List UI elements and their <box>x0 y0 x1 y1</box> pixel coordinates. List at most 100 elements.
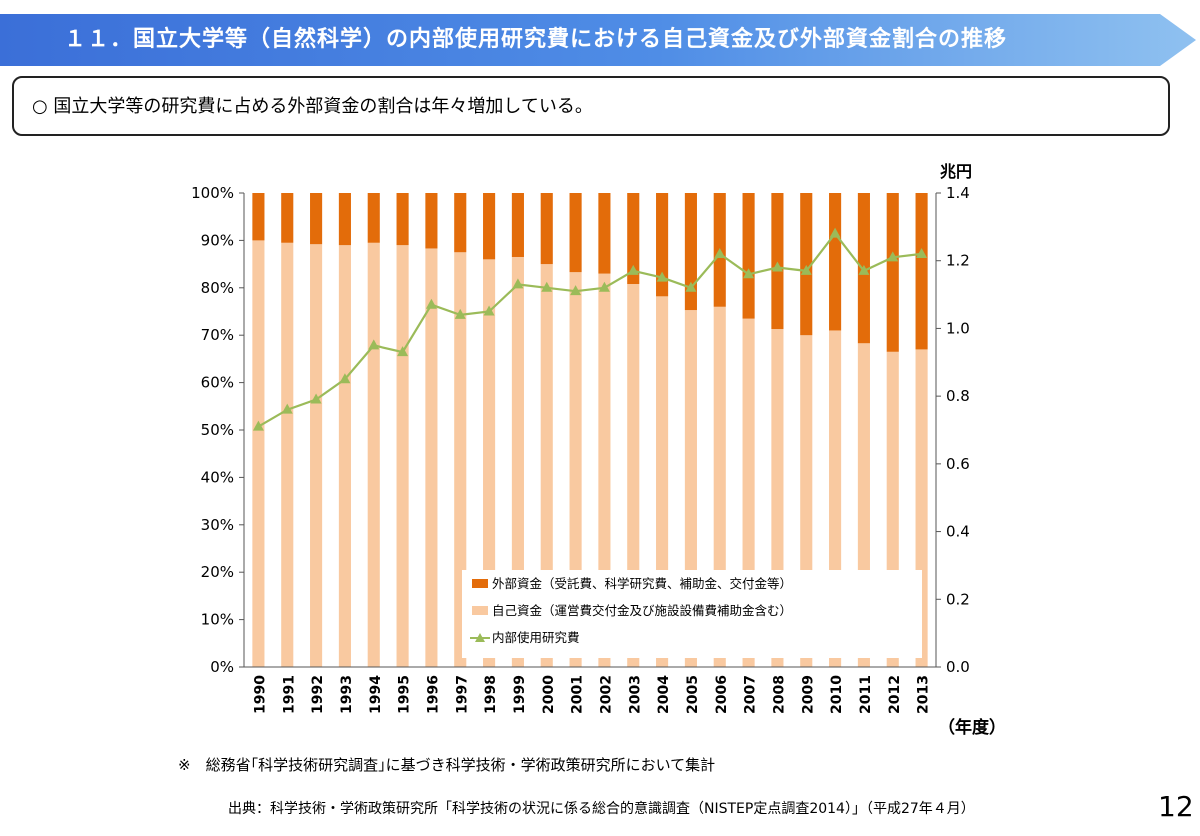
line-point-1993 <box>339 373 351 384</box>
x-tick-label-2002: 2002 <box>598 675 614 714</box>
x-tick-label-2011: 2011 <box>858 675 874 714</box>
line-point-1998 <box>483 305 495 316</box>
line-point-1990 <box>252 420 264 431</box>
line-point-1994 <box>368 339 380 350</box>
x-tick-label-2013: 2013 <box>916 675 932 714</box>
x-tick-label-1998: 1998 <box>483 675 499 714</box>
right-tick-label: 1.0 <box>946 319 970 337</box>
bar-external-2010 <box>829 193 842 331</box>
bar-external-1999 <box>511 193 524 257</box>
bar-internal-1992 <box>310 244 323 667</box>
x-tick-label-2009: 2009 <box>800 675 816 714</box>
x-tick-label-1991: 1991 <box>281 675 297 714</box>
right-tick-label: 0.8 <box>946 387 970 405</box>
left-tick-label: 40% <box>201 468 234 486</box>
left-tick-label: 100% <box>191 184 234 202</box>
x-tick-label-1995: 1995 <box>397 675 413 714</box>
line-point-2003 <box>627 264 639 275</box>
x-tick-label-2007: 2007 <box>743 675 759 714</box>
page-number: 12 <box>1158 790 1194 823</box>
bar-external-2009 <box>800 193 813 336</box>
x-tick-label-1994: 1994 <box>368 675 384 714</box>
line-point-2012 <box>887 251 899 262</box>
line-point-1991 <box>281 403 293 414</box>
x-tick-label-2006: 2006 <box>714 675 730 714</box>
x-tick-label-2003: 2003 <box>627 675 643 714</box>
right-axis-unit-label: 兆円 <box>940 162 972 181</box>
bar-external-1990 <box>252 193 265 241</box>
x-tick-label-1993: 1993 <box>339 675 355 714</box>
line-point-2006 <box>714 247 726 258</box>
line-internal-research-cost <box>257 231 922 428</box>
x-tick-label-1992: 1992 <box>310 675 326 714</box>
x-tick-label-2008: 2008 <box>771 675 787 714</box>
line-point-1992 <box>310 393 322 404</box>
bar-external-1997 <box>454 193 467 253</box>
left-tick-label: 20% <box>201 563 234 581</box>
left-tick-labels: 0% 10% 20% 30% 40% 50% 60% 70% 80% 90% 100% <box>191 184 244 676</box>
x-tick-label-2012: 2012 <box>887 675 903 714</box>
x-tick-label-2005: 2005 <box>685 675 701 714</box>
right-tick-labels: 0.0 0.2 0.4 0.6 0.8 1.0 1.2 1.4 <box>936 184 970 676</box>
legend-swatch-external <box>472 579 488 588</box>
line-point-2008 <box>771 261 783 272</box>
bar-external-1993 <box>338 193 351 246</box>
line-point-2001 <box>570 285 582 296</box>
bar-external-1995 <box>396 193 409 246</box>
bar-internal-1990 <box>252 240 265 667</box>
left-tick-label: 0% <box>210 658 234 676</box>
x-tick-label-1996: 1996 <box>425 675 441 714</box>
legend-box <box>462 570 922 658</box>
page-title: １１．国立大学等（自然科学）の内部使用研究費における自己資金及び外部資金割合の推… <box>64 27 1008 52</box>
bar-internal-2001 <box>569 272 582 667</box>
bar-external-1996 <box>425 193 438 249</box>
x-tick-label-2000: 2000 <box>541 675 557 714</box>
line-point-2004 <box>656 271 668 282</box>
line-layer <box>252 227 928 431</box>
x-tick-label-1990: 1990 <box>252 675 268 714</box>
bar-internal-2002 <box>598 273 611 667</box>
right-tick-label: 1.4 <box>946 184 970 202</box>
line-point-2000 <box>541 281 553 292</box>
bar-external-2004 <box>656 193 669 297</box>
bar-internal-1997 <box>454 252 467 667</box>
line-point-1996 <box>425 298 437 309</box>
legend: 外部資金（受託費、科学研究費、補助金、交付金等） 自己資金（運営費交付金及び施設… <box>462 570 922 658</box>
legend-label-internal: 自己資金（運営費交付金及び施設設備費補助金含む） <box>492 603 792 618</box>
bar-internal-2000 <box>540 264 553 667</box>
summary-box: ○ 国立大学等の研究費に占める外部資金の割合は年々増加している。 <box>12 76 1170 136</box>
banner-arrow-shape <box>0 14 1196 66</box>
bar-internal-1999 <box>511 256 524 667</box>
bar-external-1991 <box>281 193 294 243</box>
research-funding-chart: 0% 10% 20% 30% 40% 50% 60% 70% 80% 90% 100% 0.0 0.2… <box>191 162 1006 738</box>
data-note: ※ 総務省｢科学技術研究調査｣に基づき科学技術・学術政策研究所において集計 <box>178 756 716 774</box>
left-tick-label: 10% <box>201 611 234 629</box>
right-tick-label: 0.0 <box>946 658 970 676</box>
bar-internal-1993 <box>338 245 351 667</box>
bar-internal-1996 <box>425 248 438 667</box>
x-tick-label-2004: 2004 <box>656 675 672 714</box>
bar-layer <box>252 193 928 667</box>
line-point-2011 <box>858 264 870 275</box>
right-tick-label: 1.2 <box>946 252 970 270</box>
bar-external-2000 <box>540 193 553 265</box>
legend-marker-total <box>475 633 485 642</box>
bar-external-2007 <box>742 193 755 319</box>
x-tick-label-2001: 2001 <box>570 675 586 714</box>
left-tick-label: 30% <box>201 516 234 534</box>
line-point-2010 <box>829 227 841 238</box>
legend-label-external: 外部資金（受託費、科学研究費、補助金、交付金等） <box>492 576 792 591</box>
legend-swatch-internal <box>472 606 488 615</box>
left-tick-label: 80% <box>201 279 234 297</box>
bar-internal-1995 <box>396 245 409 667</box>
bar-internal-1991 <box>281 242 294 667</box>
right-tick-label: 0.4 <box>946 523 970 541</box>
bar-external-1998 <box>483 193 496 260</box>
summary-text: ○ 国立大学等の研究費に占める外部資金の割合は年々増加している。 <box>32 96 593 117</box>
bar-external-2002 <box>598 193 611 274</box>
bar-external-2012 <box>886 193 899 352</box>
line-point-2005 <box>685 281 697 292</box>
bar-external-2003 <box>627 193 640 285</box>
line-point-2007 <box>743 268 755 279</box>
title-banner: １１．国立大学等（自然科学）の内部使用研究費における自己資金及び外部資金割合の推… <box>0 14 1198 66</box>
